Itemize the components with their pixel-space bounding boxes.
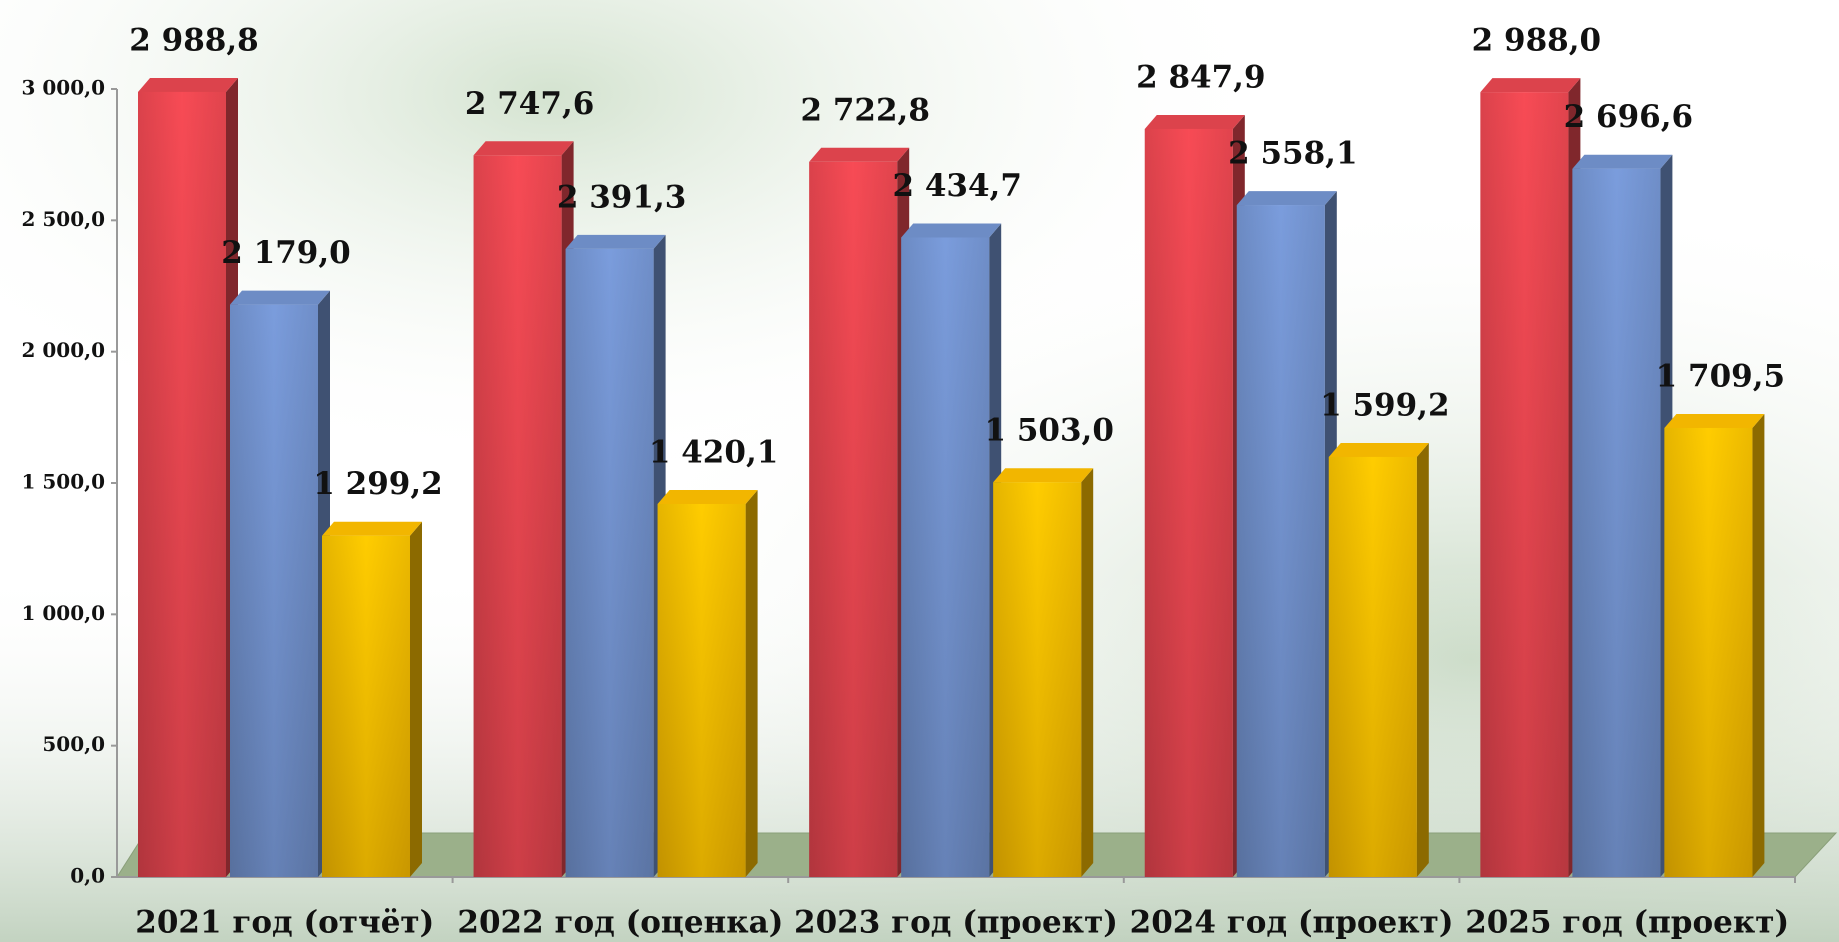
bar-shade <box>566 249 654 877</box>
bar-top <box>1237 191 1337 205</box>
bar-side <box>1752 414 1764 877</box>
y-tick-label: 1 500,0 <box>21 470 105 494</box>
value-label: 2 179,0 <box>221 235 350 271</box>
bar-shade <box>138 92 226 877</box>
bar-side <box>746 490 758 877</box>
bar-top <box>809 148 909 162</box>
bar-shade <box>658 504 746 877</box>
bar-top <box>901 223 1001 237</box>
value-label: 2 558,1 <box>1228 136 1357 172</box>
value-label: 1 420,1 <box>649 434 778 470</box>
bar-top <box>1329 443 1429 457</box>
y-tick-label: 1 000,0 <box>21 601 105 625</box>
bar-shade <box>230 305 318 877</box>
y-tick-label: 3 000,0 <box>21 76 105 100</box>
y-tick-label: 500,0 <box>42 732 105 756</box>
bar-shade <box>474 155 562 877</box>
bar-shade <box>322 536 410 877</box>
bar-side <box>1417 443 1429 877</box>
y-tick-label: 2 500,0 <box>21 207 105 231</box>
value-label: 1 299,2 <box>313 466 442 502</box>
bar-top <box>993 468 1093 482</box>
bar-shade <box>1145 129 1233 877</box>
y-tick-label: 2 000,0 <box>21 338 105 362</box>
bar-shade <box>809 162 897 877</box>
bar-top <box>658 490 758 504</box>
x-tick-label: 2021 год (отчёт) <box>135 905 434 941</box>
bar-top <box>566 235 666 249</box>
bar-top <box>322 522 422 536</box>
value-label: 2 988,0 <box>1472 23 1601 59</box>
page: {"chart_data": {"type": "bar3d", "catego… <box>0 0 1839 942</box>
bar-shade <box>1480 92 1568 877</box>
value-label: 2 722,8 <box>800 92 929 128</box>
bar-side <box>1081 468 1093 877</box>
bar-shade <box>1664 428 1752 877</box>
value-label: 1 709,5 <box>1656 358 1785 394</box>
chart: 0,0 500,0 1 000,0 1 500,0 2 000,0 2 500,0 3 00… <box>0 0 1839 942</box>
bar-shade <box>1329 457 1417 877</box>
bar-top <box>1572 155 1672 169</box>
bar-top <box>1145 115 1245 129</box>
x-tick-label: 2022 год (оценка) <box>457 905 783 941</box>
bar-top <box>1480 78 1580 92</box>
value-label: 1 503,0 <box>984 413 1113 449</box>
bar-shade <box>1237 205 1325 877</box>
bar-top <box>230 291 330 305</box>
value-label: 2 847,9 <box>1136 59 1265 95</box>
bar-top <box>474 141 574 155</box>
y-tick-label: 0,0 <box>70 864 105 888</box>
value-label: 2 391,3 <box>557 179 686 215</box>
bar-shade <box>901 237 989 877</box>
value-label: 1 599,2 <box>1320 387 1449 423</box>
value-label: 2 434,7 <box>892 168 1021 204</box>
bar-top <box>1664 414 1764 428</box>
value-label: 2 747,6 <box>465 86 594 122</box>
x-tick-label: 2025 год (проект) <box>1465 905 1789 941</box>
x-tick-label: 2023 год (проект) <box>794 905 1118 941</box>
value-label: 2 696,6 <box>1564 99 1693 135</box>
x-tick-label: 2024 год (проект) <box>1130 905 1454 941</box>
bar-shade <box>993 482 1081 877</box>
value-label: 2 988,8 <box>129 22 258 58</box>
bar-side <box>410 522 422 877</box>
bar-shade <box>1572 169 1660 877</box>
bar-top <box>138 78 238 92</box>
